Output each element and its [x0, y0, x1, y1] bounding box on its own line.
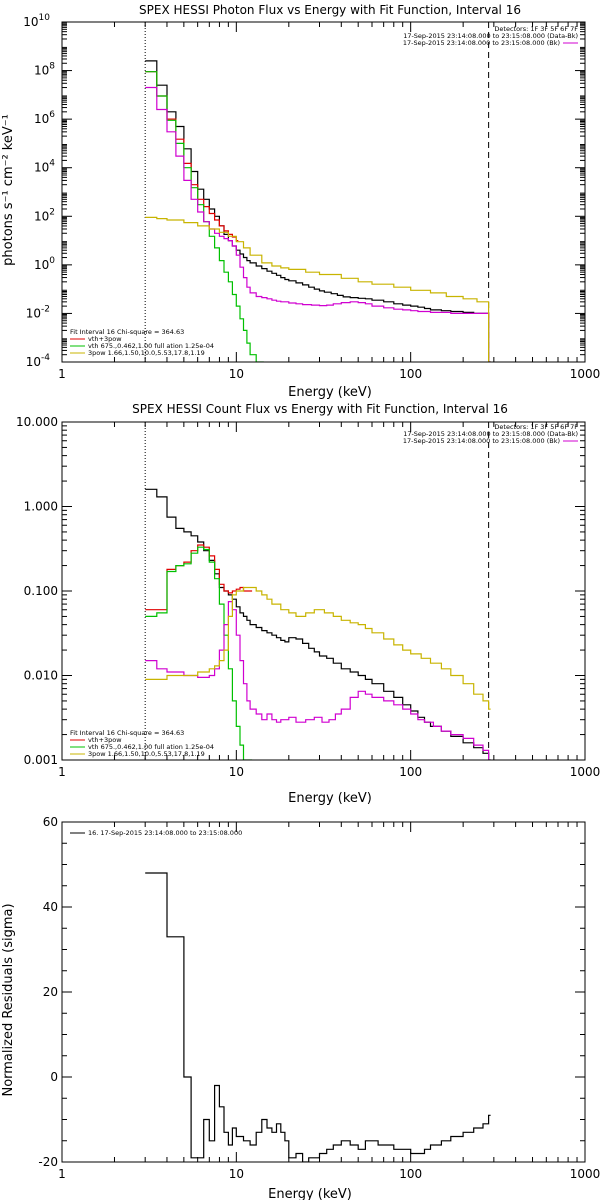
series-line-4 [145, 216, 491, 362]
x-tick-label: 100 [399, 367, 422, 381]
x-tick-label: 1 [58, 367, 66, 381]
y-tick-label: 10-2 [26, 304, 50, 320]
series-line-2 [145, 71, 264, 362]
x-tick-label: 100 [399, 1167, 422, 1181]
info-line: 17-Sep-2015 23:14:08.000 to 23:15:08.000… [403, 437, 560, 445]
legend-entry: 16. 17-Sep-2015 23:14:08.000 to 23:15:08… [88, 829, 242, 837]
x-axis: 1 10 100 1000 [58, 822, 600, 1181]
y-tick-label: 0.001 [24, 753, 58, 767]
interval-legend: 16. 17-Sep-2015 23:14:08.000 to 23:15:08… [70, 829, 242, 837]
info-line: Detectors: 1F 3F 5F 6F 7F [494, 423, 578, 431]
y-tick-label: 102 [34, 207, 55, 223]
photon-flux-panel: SPEX HESSI Photon Flux vs Energy with Fi… [1, 3, 600, 400]
x-axis-label: Energy (keV) [288, 791, 372, 806]
count-flux-panel: SPEX HESSI Count Flux vs Energy with Fit… [16, 402, 600, 806]
y-tick-label: 20 [43, 985, 58, 999]
x-tick-label: 1 [58, 765, 66, 779]
x-tick-label: 1000 [570, 1167, 600, 1181]
x-tick-label: 1000 [570, 765, 600, 779]
legend-entry: 3pow 1.66,1.50,10.0,5.53,17.8,1.19 [88, 349, 205, 357]
legend-entry: Fit Interval 16 Chi-square = 364.63 [70, 328, 184, 336]
series-line-0 [145, 60, 491, 362]
y-tick-label: 100 [34, 256, 55, 272]
legend-entry: vth+3pow [88, 335, 122, 343]
y-axis-label: photons s⁻¹ cm⁻² keV⁻¹ [1, 114, 16, 266]
y-tick-label: 0.100 [24, 584, 58, 598]
y-tick-label: 0.010 [24, 669, 58, 683]
y-axis: 10.000 1.000 0.100 0.010 0.001 [16, 415, 585, 767]
y-tick-label: 0 [50, 1070, 58, 1084]
series-line-0 [145, 872, 491, 1162]
chart-title: SPEX HESSI Photon Flux vs Energy with Fi… [139, 3, 521, 17]
plot-frame [61, 821, 586, 1163]
detector-info: Detectors: 1F 3F 5F 6F 7F 17-Sep-2015 23… [403, 25, 578, 47]
x-axis: 1 10 100 1000 [58, 22, 600, 381]
detector-info: Detectors: 1F 3F 5F 6F 7F 17-Sep-2015 23… [403, 423, 578, 445]
x-axis-label: Energy (keV) [288, 385, 372, 400]
y-tick-label: -20 [38, 1155, 58, 1169]
chart-title: SPEX HESSI Count Flux vs Energy with Fit… [132, 402, 508, 416]
y-tick-label: 1.000 [24, 500, 58, 514]
y-tick-label: 10.000 [16, 415, 58, 429]
x-axis-label: Energy (keV) [268, 1187, 352, 1200]
series-group [145, 60, 491, 362]
y-tick-label: 108 [34, 62, 55, 78]
series-line-0 [145, 488, 491, 760]
plot-frame [61, 21, 586, 363]
series-line-3 [145, 601, 491, 760]
info-line: 17-Sep-2015 23:14:08.000 to 23:15:08.000… [403, 32, 578, 40]
y-tick-label: 106 [34, 110, 55, 126]
y-axis: 60 40 20 0 -20 [38, 815, 585, 1169]
series-line-3 [145, 86, 491, 362]
info-line: Detectors: 1F 3F 5F 6F 7F [494, 25, 578, 33]
legend-entry: vth 675.,0.462,1.00 full ation 1.25e-04 [88, 342, 214, 350]
fit-legend: Fit Interval 16 Chi-square = 364.63 vth+… [70, 729, 214, 758]
series-group [145, 488, 491, 760]
series-line-4 [145, 586, 491, 710]
x-tick-label: 1 [58, 1167, 66, 1181]
fit-legend: Fit Interval 16 Chi-square = 364.63 vth+… [70, 328, 214, 357]
x-tick-label: 1000 [570, 367, 600, 381]
info-line: 17-Sep-2015 23:14:08.000 to 23:15:08.000… [403, 39, 560, 47]
y-axis-label: Normalized Residuals (sigma) [1, 903, 16, 1096]
y-tick-label: 60 [43, 815, 58, 829]
x-tick-label: 100 [399, 765, 422, 779]
legend-entry: 3pow 1.66,1.50,10.0,5.53,17.8,1.19 [88, 750, 205, 758]
series-group [145, 872, 491, 1162]
plot-frame [61, 421, 586, 761]
y-tick-label: 1010 [23, 13, 50, 29]
legend-entry: vth 675.,0.462,1.00 full ation 1.25e-04 [88, 743, 214, 751]
info-line: 17-Sep-2015 23:14:08.000 to 23:15:08.000… [403, 430, 578, 438]
x-tick-label: 10 [229, 1167, 244, 1181]
residuals-panel: Energy (keV) Normalized Residuals (sigma… [1, 815, 600, 1200]
legend-entry: Fit Interval 16 Chi-square = 364.63 [70, 729, 184, 737]
y-axis: 1010 108 106 104 102 100 10-2 10-4 [23, 13, 585, 369]
legend-entry: vth+3pow [88, 736, 122, 744]
y-tick-label: 104 [34, 159, 55, 175]
series-line-1 [145, 71, 239, 242]
x-axis: 1 10 100 1000 [58, 422, 600, 779]
y-tick-label: 40 [43, 900, 58, 914]
x-tick-label: 10 [229, 765, 244, 779]
y-tick-label: 10-4 [26, 353, 51, 369]
x-tick-label: 10 [229, 367, 244, 381]
series-line-2 [145, 546, 253, 760]
